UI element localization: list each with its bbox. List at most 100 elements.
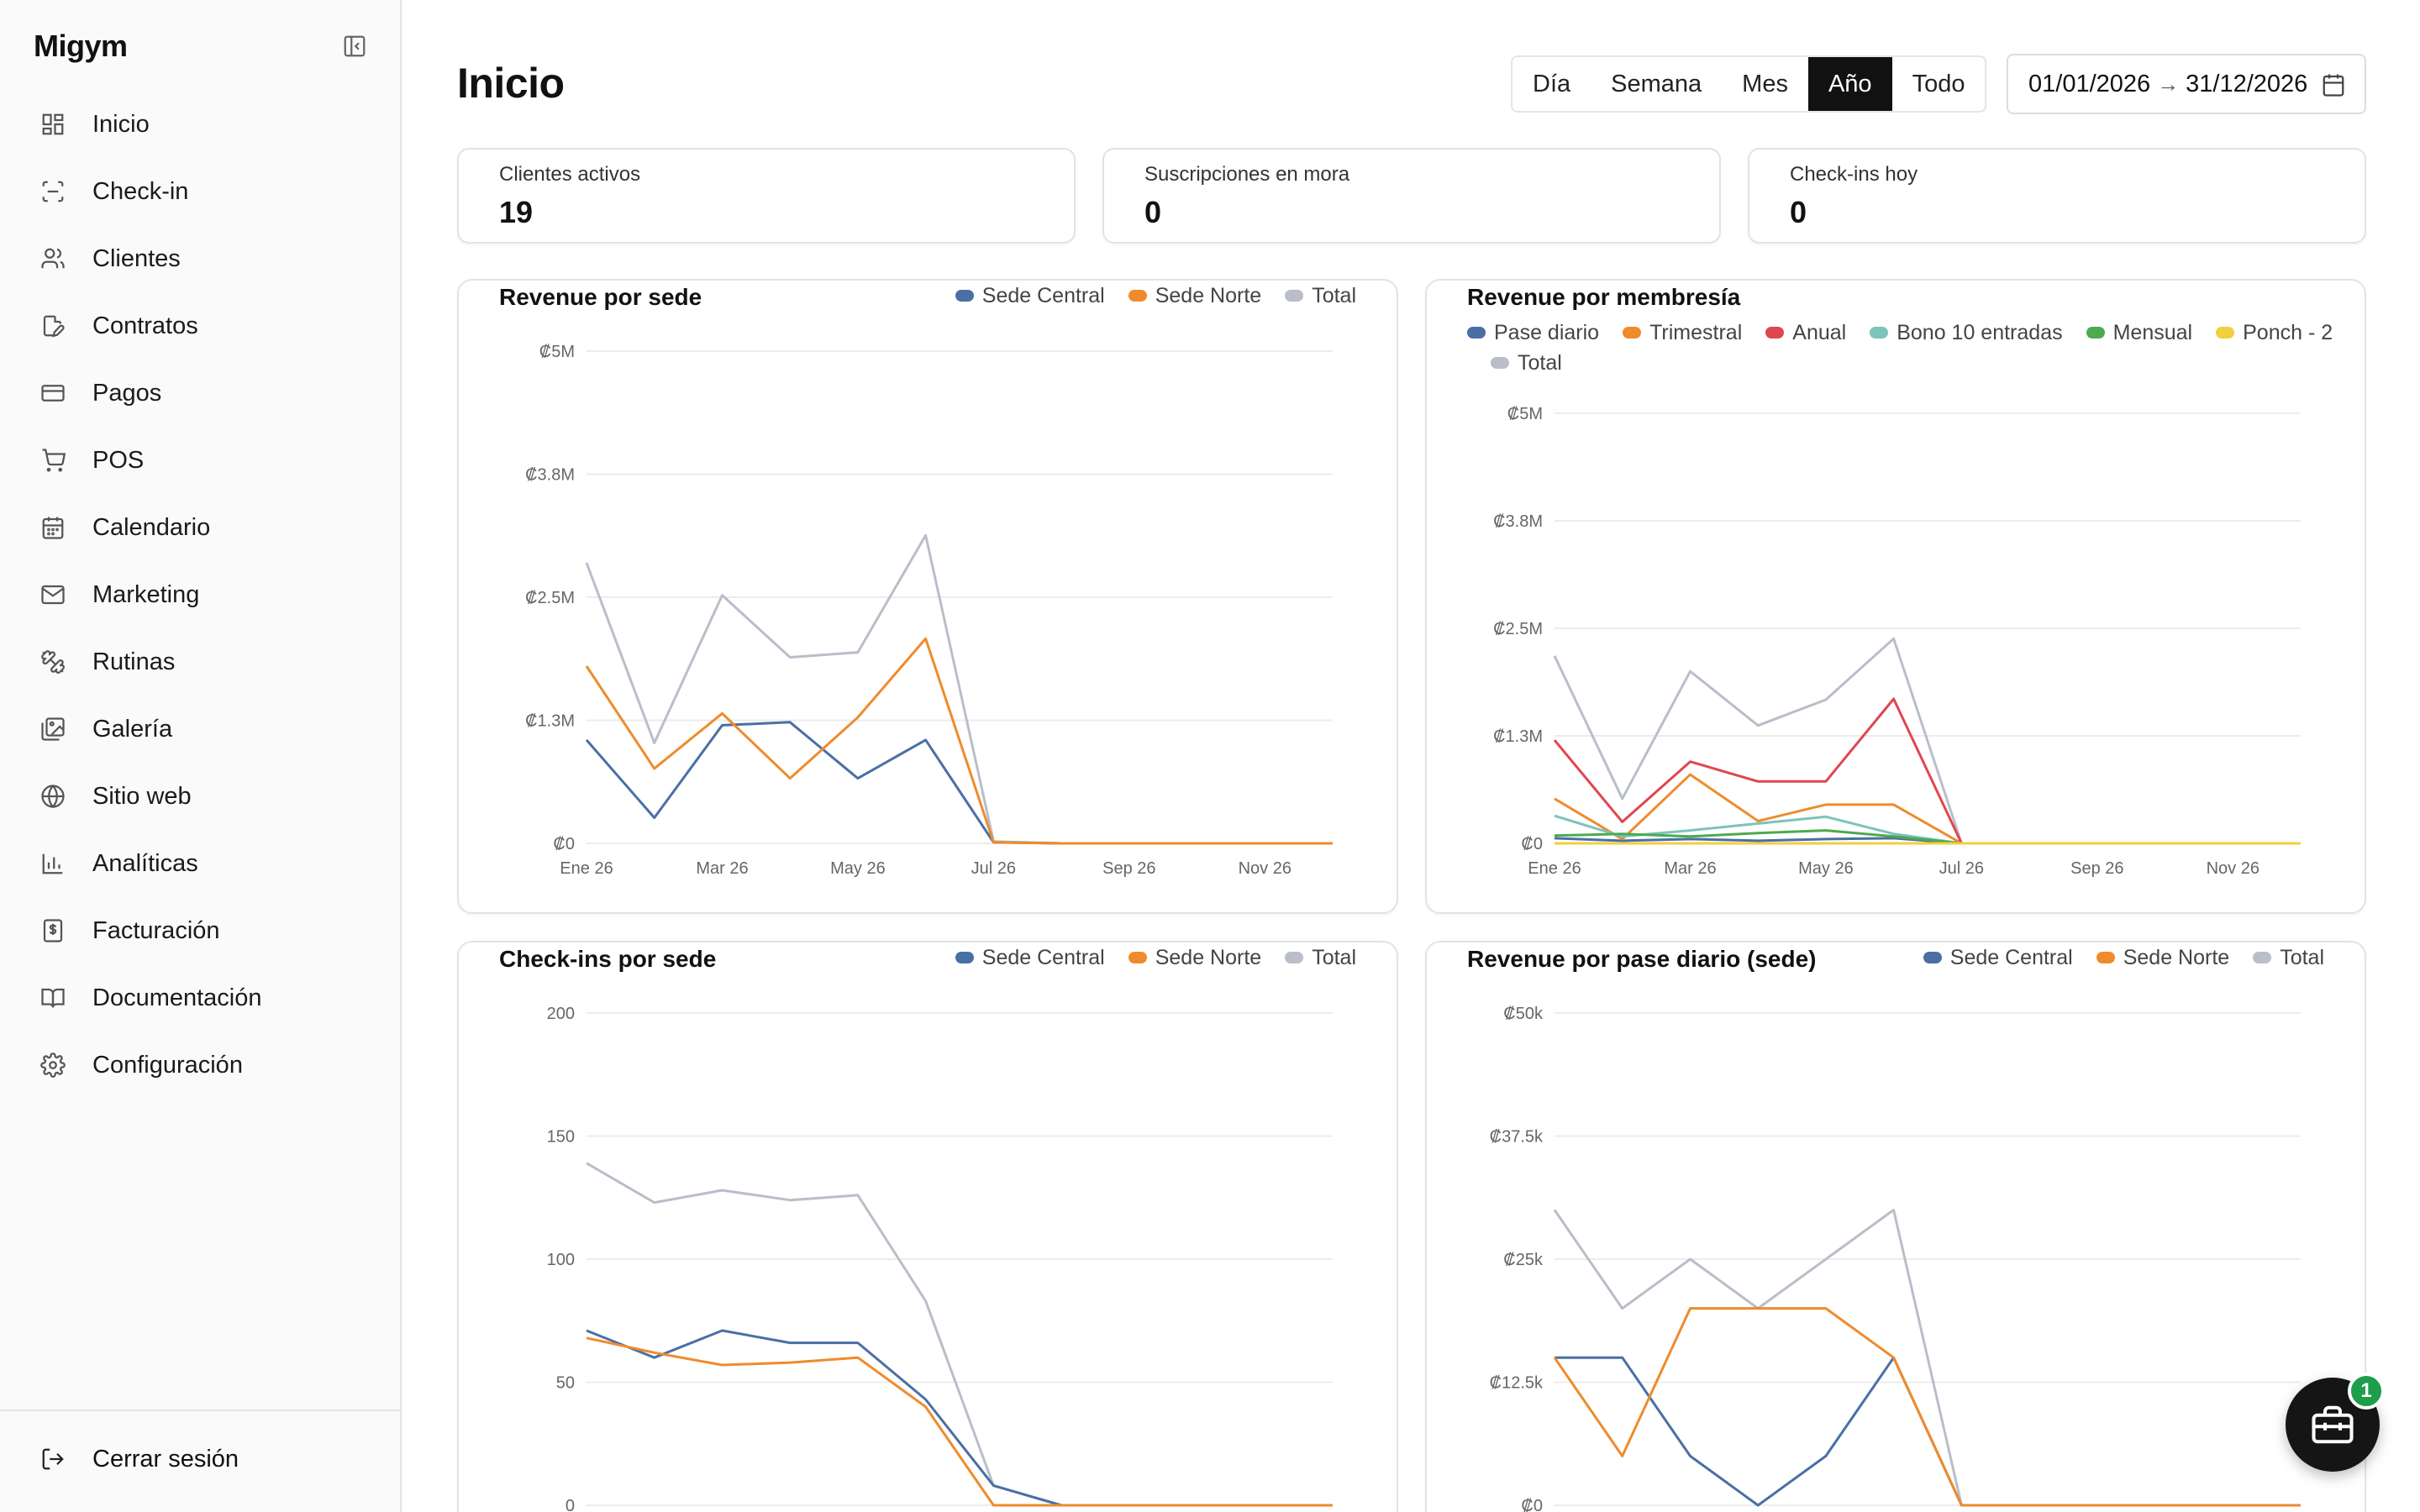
- sidebar-item-configuracion[interactable]: Configuración: [24, 1032, 376, 1099]
- sidebar-item-check-in[interactable]: Check-in: [24, 158, 376, 225]
- period-mes-button[interactable]: Mes: [1742, 70, 1788, 97]
- period-ano-button[interactable]: Año: [1807, 57, 1892, 111]
- series-line: [585, 637, 1333, 845]
- panel-left-icon: [344, 35, 366, 57]
- legend-label: Sede Norte: [1155, 283, 1262, 307]
- legend-item[interactable]: Sede Central: [955, 942, 1105, 973]
- sidebar-item-label: Inicio: [92, 110, 150, 138]
- sidebar-item-pos[interactable]: POS: [24, 427, 376, 494]
- date-range-picker[interactable]: 01/01/2026 → 31/12/2026: [2007, 54, 2366, 114]
- legend-item[interactable]: Ponch - 2: [2216, 318, 2333, 348]
- sidebar-item-label: Sitio web: [92, 782, 192, 810]
- stat-value: 0: [1144, 195, 1162, 229]
- chart-title: Revenue por pase diario (sede): [1467, 946, 1817, 972]
- sidebar-item-label: Analíticas: [92, 849, 198, 877]
- sidebar-item-inicio[interactable]: Inicio: [24, 91, 376, 158]
- logout-button[interactable]: Cerrar sesión: [39, 1445, 239, 1473]
- chart-check-ins-por-sede: 0 50 100 150 200: [547, 1005, 1333, 1512]
- date-to: 31/12/2026: [2186, 70, 2308, 97]
- legend-label: Ponch - 2: [2243, 320, 2333, 344]
- chart-card-revenue-por-pase-diario: ₡0 ₡12.5k ₡25k ₡37.5k ₡50k Revenue por pase …: [1425, 941, 2366, 1512]
- period-todo-button[interactable]: Todo: [1912, 70, 1965, 97]
- x-tick-label: Jul 26: [1939, 859, 1984, 878]
- legend-swatch: [2253, 952, 2272, 963]
- y-tick-label: ₡50k: [1503, 1005, 1544, 1023]
- sidebar-item-label: Rutinas: [92, 648, 176, 675]
- x-tick-label: Ene 26: [1528, 859, 1581, 878]
- legend-item[interactable]: Sede Norte: [1128, 942, 1261, 973]
- y-tick-label: ₡0: [1521, 1497, 1543, 1512]
- legend-item[interactable]: Total: [1285, 942, 1356, 973]
- legend-item[interactable]: Sede Norte: [1128, 281, 1261, 311]
- calendar-icon: [39, 513, 67, 542]
- sidebar-item-contratos[interactable]: Contratos: [24, 292, 376, 360]
- legend-item[interactable]: Total: [1491, 348, 1562, 378]
- sidebar-item-documentacion[interactable]: Documentación: [24, 964, 376, 1032]
- y-tick-label: 100: [547, 1251, 575, 1269]
- sidebar-item-facturacion[interactable]: Facturación: [24, 897, 376, 964]
- period-semana-button[interactable]: Semana: [1611, 70, 1702, 97]
- legend-label: Total: [1518, 350, 1562, 375]
- x-tick-label: May 26: [830, 859, 886, 878]
- legend-label: Sede Central: [1949, 945, 2073, 969]
- sidebar-item-analiticas[interactable]: Analíticas: [24, 830, 376, 897]
- page-title: Inicio: [457, 60, 565, 107]
- legend-label: Total: [1312, 945, 1356, 969]
- stat-label: Suscripciones en mora: [1144, 163, 1350, 186]
- users-icon: [39, 244, 67, 273]
- legend-item[interactable]: Trimestral: [1623, 318, 1742, 348]
- x-tick-label: Nov 26: [1239, 859, 1292, 878]
- sidebar-nav: Inicio Check-in Clientes Contratos Pagos…: [24, 91, 376, 1099]
- sidebar-item-pagos[interactable]: Pagos: [24, 360, 376, 427]
- legend-item[interactable]: Total: [1285, 281, 1356, 311]
- stat-label: Clientes activos: [499, 163, 641, 186]
- legend-item[interactable]: Mensual: [2086, 318, 2192, 348]
- legend-item[interactable]: Sede Central: [1923, 942, 2073, 973]
- legend-item[interactable]: Sede Central: [955, 281, 1105, 311]
- collapse-sidebar-button[interactable]: [338, 32, 371, 60]
- legend-item[interactable]: Total: [2253, 942, 2324, 973]
- period-dia-button[interactable]: Día: [1533, 70, 1571, 97]
- stat-label: Check-ins hoy: [1790, 163, 1918, 186]
- sidebar-item-sitio-web[interactable]: Sitio web: [24, 763, 376, 830]
- sidebar-item-label: Facturación: [92, 916, 220, 944]
- legend-label: Sede Norte: [1155, 945, 1262, 969]
- gear-icon: [39, 1051, 67, 1079]
- sidebar-item-clientes[interactable]: Clientes: [24, 225, 376, 292]
- legend-item[interactable]: Bono 10 entradas: [1870, 318, 2063, 348]
- sidebar-item-galeria[interactable]: Galería: [24, 696, 376, 763]
- sidebar-item-rutinas[interactable]: Rutinas: [24, 628, 376, 696]
- legend-label: Anual: [1792, 320, 1847, 344]
- sidebar-item-calendario[interactable]: Calendario: [24, 494, 376, 561]
- mail-icon: [39, 580, 67, 609]
- legend-swatch: [1467, 327, 1486, 339]
- brand-logo: Migym: [34, 29, 128, 63]
- legend-item[interactable]: Sede Norte: [2096, 942, 2229, 973]
- chart-card-revenue-por-sede: ₡0 ₡1.3M ₡2.5M ₡3.8M ₡5M Ene 26 Mar 26 May 26 Ju…: [457, 279, 1398, 914]
- legend-swatch: [1870, 327, 1889, 339]
- logout-label: Cerrar sesión: [92, 1445, 239, 1473]
- legend-swatch: [2216, 327, 2235, 339]
- legend-label: Bono 10 entradas: [1897, 320, 2063, 344]
- sidebar-item-label: Check-in: [92, 177, 189, 205]
- chart-legend: Sede Central Sede Norte Total: [955, 942, 1356, 973]
- y-tick-label: ₡5M: [539, 343, 575, 361]
- y-tick-label: 0: [566, 1497, 575, 1512]
- x-tick-label: Mar 26: [1664, 859, 1716, 878]
- series-line: [586, 1336, 1333, 1507]
- main-content: Inicio Día Semana Mes Año Todo 01/01/202…: [403, 0, 2420, 1512]
- legend-label: Trimestral: [1649, 320, 1743, 344]
- sidebar-item-label: Contratos: [92, 312, 198, 339]
- calendar-icon: [2321, 72, 2346, 104]
- dashboard-icon: [39, 110, 67, 139]
- series-line: [1553, 637, 2301, 845]
- legend-item[interactable]: Pase diario: [1467, 318, 1599, 348]
- legend-label: Total: [2280, 945, 2324, 969]
- dumbbell-icon: [39, 648, 67, 676]
- legend-swatch: [955, 952, 974, 963]
- chart-legend: Sede Central Sede Norte Total: [1923, 942, 2324, 973]
- sidebar-item-marketing[interactable]: Marketing: [24, 561, 376, 628]
- y-tick-label: ₡25k: [1503, 1251, 1544, 1269]
- legend-swatch: [955, 290, 974, 302]
- legend-item[interactable]: Anual: [1765, 318, 1846, 348]
